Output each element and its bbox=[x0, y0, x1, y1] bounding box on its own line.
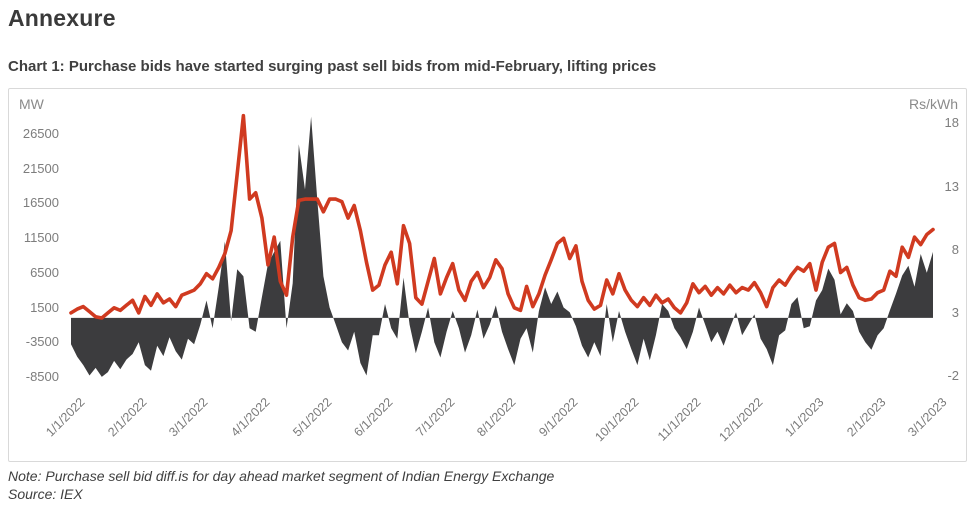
source-text: Source: IEX bbox=[8, 486, 83, 502]
left-axis-tick: 16500 bbox=[22, 195, 59, 211]
right-axis-tick: -2 bbox=[947, 368, 959, 384]
left-axis-unit-label: MW bbox=[19, 96, 44, 112]
chart-footnote: Note: Purchase sell bid diff.is for day … bbox=[8, 467, 554, 503]
footnote-text: Note: Purchase sell bid diff.is for day … bbox=[8, 468, 555, 484]
left-axis-tick: 21500 bbox=[22, 160, 59, 176]
left-axis-tick: 1500 bbox=[30, 299, 59, 315]
right-axis-tick: 8 bbox=[951, 241, 959, 257]
right-axis-tick: 13 bbox=[944, 178, 959, 194]
chart-panel: MW Rs/kWh 26500 21500 16500 11500 6500 1500 -3… bbox=[8, 88, 967, 462]
left-axis-tick: -3500 bbox=[25, 334, 59, 350]
left-axis-tick: 11500 bbox=[23, 230, 59, 246]
price-line-series bbox=[69, 113, 935, 320]
left-axis-tick: 26500 bbox=[22, 125, 59, 141]
page-title: Annexure bbox=[8, 5, 116, 31]
chart-plot bbox=[69, 113, 935, 377]
chart-title: Chart 1: Purchase bids have started surg… bbox=[8, 58, 657, 75]
bid-diff-area-series bbox=[71, 116, 933, 377]
left-axis-tick: 6500 bbox=[30, 264, 59, 280]
right-axis-unit-label: Rs/kWh bbox=[909, 96, 958, 112]
right-axis-tick: 3 bbox=[951, 304, 959, 320]
left-axis-tick: -8500 bbox=[25, 368, 59, 384]
right-axis-tick: 18 bbox=[944, 115, 959, 131]
